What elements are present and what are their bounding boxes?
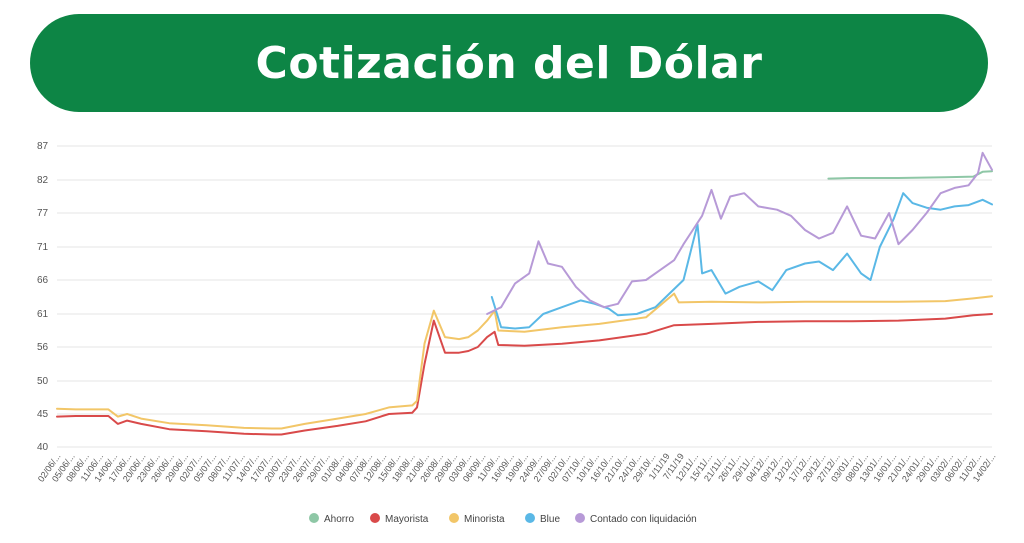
legend-label: Mayorista: [385, 514, 429, 525]
legend: Ahorro Mayorista Minorista Blue Contado con …: [309, 513, 697, 525]
legend-label: Ahorro: [324, 514, 354, 525]
legend-label: Minorista: [464, 514, 505, 525]
title-banner: Cotización del Dólar: [30, 14, 988, 112]
y-tick-label: 50: [37, 376, 49, 387]
x-axis: 02/06/...05/06/...08/06/...11/06/...14/0…: [36, 451, 998, 483]
legend-marker: [575, 513, 585, 523]
series-line-blue: [490, 192, 993, 330]
series-line-minorista: [56, 292, 993, 430]
y-tick-label: 66: [37, 275, 49, 286]
y-tick-label: 77: [37, 208, 49, 219]
page-title: Cotización del Dólar: [255, 37, 763, 89]
y-axis: 87 82 77 71 66 61 56 50 45 40: [37, 141, 49, 453]
y-tick-label: 61: [37, 309, 49, 320]
y-tick-label: 71: [37, 242, 49, 253]
y-tick-label: 45: [37, 409, 49, 420]
y-tick-label: 87: [37, 141, 49, 152]
y-tick-label: 40: [37, 442, 49, 453]
legend-label: Contado con liquidación: [590, 514, 697, 525]
series-line-mayorista: [56, 313, 993, 436]
legend-marker: [525, 513, 535, 523]
legend-marker: [370, 513, 380, 523]
legend-marker: [309, 513, 319, 523]
y-tick-label: 56: [37, 342, 49, 353]
legend-label: Blue: [540, 514, 560, 525]
series-line-contado-con-liquidación: [486, 151, 993, 315]
grid-lines: [57, 145, 992, 448]
y-tick-label: 82: [37, 175, 49, 186]
series-lines: [56, 151, 993, 436]
series-line-ahorro: [827, 170, 993, 180]
legend-marker: [449, 513, 459, 523]
